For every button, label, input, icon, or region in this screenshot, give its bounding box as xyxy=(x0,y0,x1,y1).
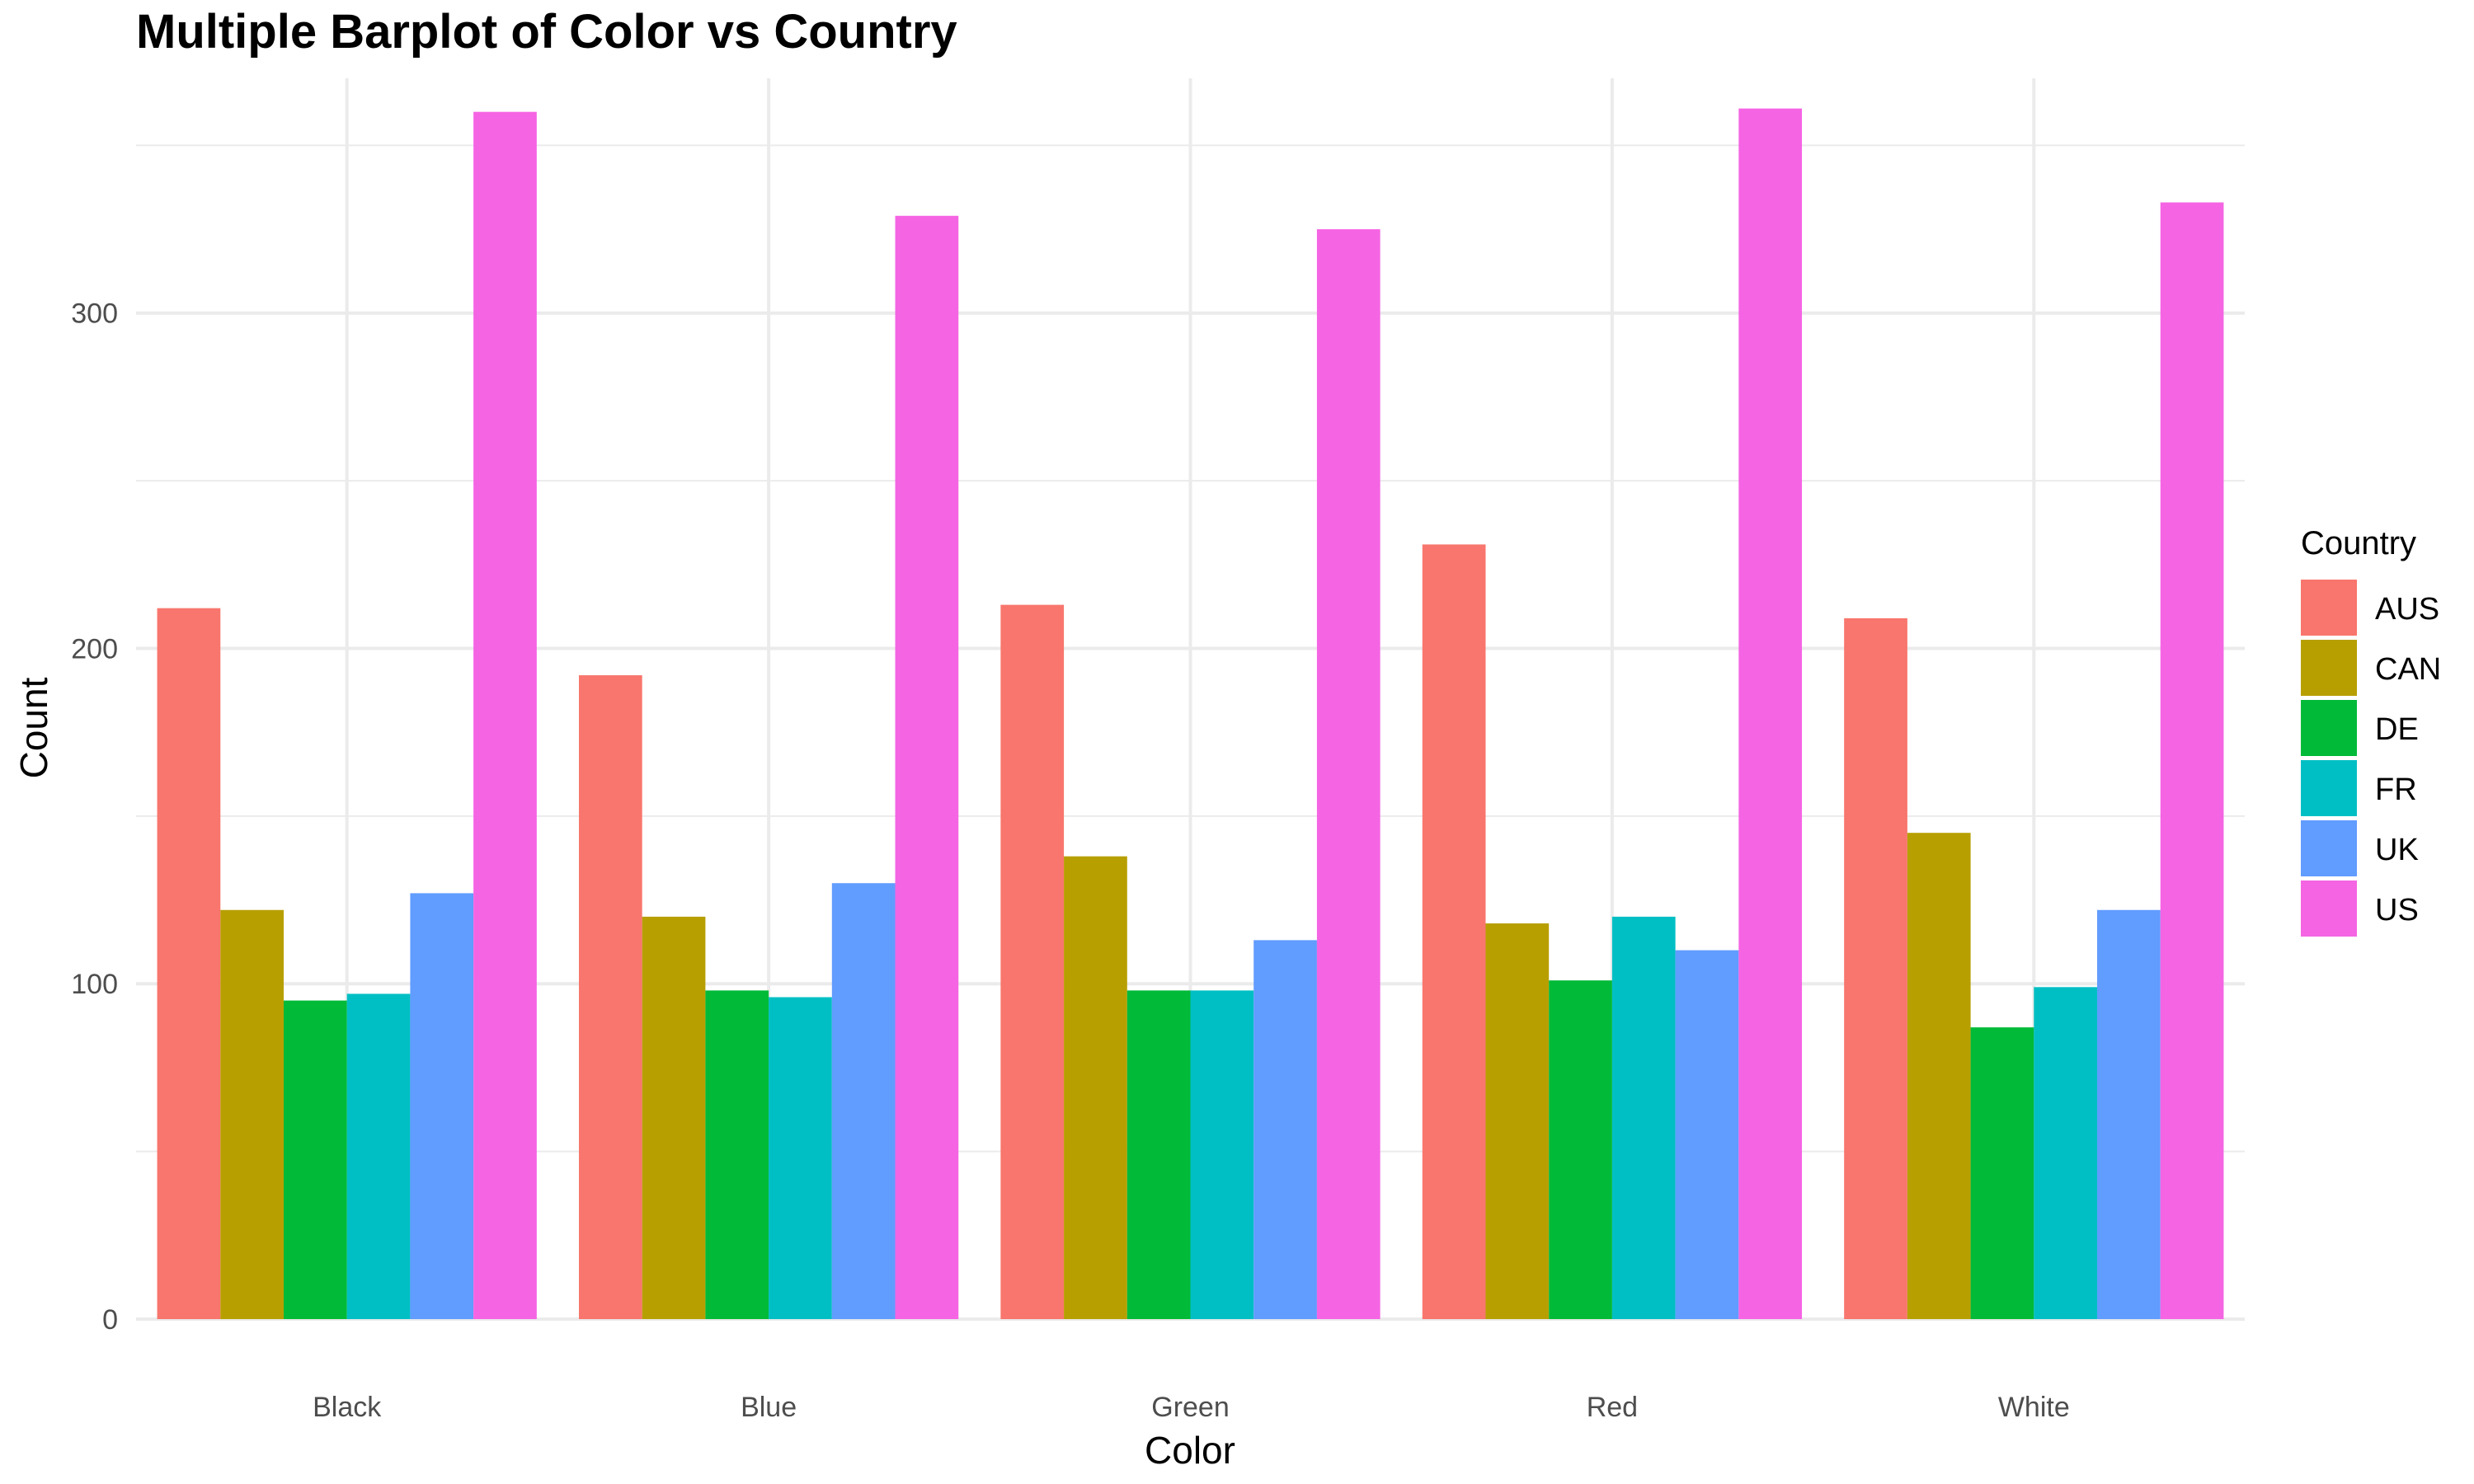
y-tick-label: 0 xyxy=(102,1304,118,1336)
legend-key-uk xyxy=(2301,820,2357,876)
legend-label: US xyxy=(2375,893,2419,928)
legend-key-fr xyxy=(2301,760,2357,816)
bar-can xyxy=(220,909,284,1319)
legend-label: UK xyxy=(2375,833,2419,867)
bar-de xyxy=(1970,1027,2034,1319)
x-tick-label: Blue xyxy=(741,1392,797,1423)
bar-us xyxy=(895,215,959,1319)
bar-fr xyxy=(1611,916,1676,1319)
y-tick-label: 100 xyxy=(71,969,118,1000)
legend-key-can xyxy=(2301,640,2357,696)
bar-can xyxy=(642,916,706,1319)
bar-uk xyxy=(831,883,896,1319)
bar-can xyxy=(1485,923,1550,1319)
bar-fr xyxy=(346,993,411,1319)
bar-can xyxy=(1907,833,1971,1319)
y-axis-title: Count xyxy=(12,677,55,778)
bar-us xyxy=(473,111,537,1320)
bar-uk xyxy=(2097,909,2161,1319)
legend-label: FR xyxy=(2375,773,2417,807)
bar-us xyxy=(2160,202,2224,1319)
legend-key-us xyxy=(2301,881,2357,937)
legend-label: CAN xyxy=(2375,652,2441,687)
bar-aus xyxy=(1844,618,1907,1319)
legend-title: Country xyxy=(2301,525,2416,561)
x-tick-label: Green xyxy=(1151,1392,1230,1423)
x-tick-label: Red xyxy=(1587,1392,1638,1423)
legend-label: DE xyxy=(2375,712,2419,747)
bar-aus xyxy=(1000,604,1065,1319)
bar-uk xyxy=(1253,940,1317,1319)
chart-title: Multiple Barplot of Color vs Country xyxy=(136,5,957,59)
bars-layer xyxy=(157,108,2224,1320)
bar-us xyxy=(1738,108,1803,1319)
bar-aus xyxy=(157,608,221,1319)
legend-key-de xyxy=(2301,700,2357,756)
bar-aus xyxy=(578,675,642,1319)
x-axis-title: Color xyxy=(1145,1429,1235,1472)
bar-de xyxy=(283,1000,347,1319)
legend-key-aus xyxy=(2301,580,2357,636)
bar-uk xyxy=(410,893,474,1319)
bar-fr xyxy=(2034,987,2098,1319)
legend-label: AUS xyxy=(2375,592,2439,627)
bar-fr xyxy=(1190,990,1254,1319)
axis-layer: 0 100 200 300 Black Blue Green Red White xyxy=(71,298,2069,1423)
bar-us xyxy=(1316,229,1380,1319)
bar-uk xyxy=(1675,950,1739,1319)
x-tick-label: White xyxy=(1998,1392,2070,1423)
y-tick-label: 300 xyxy=(71,298,118,330)
bar-de xyxy=(705,990,769,1319)
bar-fr xyxy=(769,997,832,1319)
bar-de xyxy=(1126,990,1191,1319)
y-tick-label: 200 xyxy=(71,633,118,665)
bar-de xyxy=(1549,980,1612,1319)
bar-can xyxy=(1064,856,1127,1319)
bar-aus xyxy=(1422,544,1486,1319)
x-tick-label: Black xyxy=(313,1392,382,1423)
legend: Country AUS CAN DE FR UK US xyxy=(2301,525,2441,937)
